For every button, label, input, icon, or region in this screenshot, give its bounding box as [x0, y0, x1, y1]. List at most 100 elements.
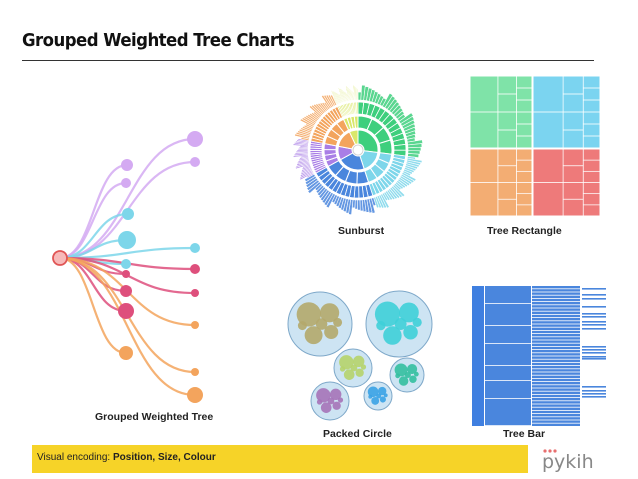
- tree-bar-level-3: [532, 404, 580, 407]
- packed-circle-node: [383, 326, 402, 345]
- packed-circle-node: [333, 317, 343, 327]
- tree-rectangle-caption: Tree Rectangle: [487, 225, 562, 237]
- tree-leaf-node: [118, 303, 134, 319]
- tree-bar-level-3: [532, 327, 580, 330]
- sunburst-inner-segment: [357, 129, 379, 154]
- packed-circle-node: [368, 394, 373, 399]
- tree-bar-level-3: [532, 356, 580, 359]
- tree-bar-level-3: [532, 292, 580, 295]
- tree-bar-level-3: [532, 385, 580, 388]
- tree-bar-level-3: [532, 321, 580, 324]
- tree-bar-level-3: [532, 286, 580, 289]
- packed-circle-node: [350, 364, 358, 372]
- tree-bar-level-3: [532, 366, 580, 369]
- packed-circle-node: [360, 364, 367, 370]
- packed-circle-node: [407, 363, 418, 375]
- tree-bar-level-4: [582, 349, 606, 351]
- tree-bar-level-4: [582, 386, 606, 388]
- visual-encoding-values: Position, Size, Colour: [112, 452, 216, 463]
- visual-encoding-banner: Visual encoding: Position, Size, Colour: [32, 445, 528, 473]
- tree-rectangle-diagram: [469, 75, 601, 217]
- tree-leaf-node: [191, 289, 199, 297]
- packed-circle-node: [395, 373, 401, 379]
- tree-bar-level-4: [582, 356, 606, 358]
- packed-circle-caption: Packed Circle: [323, 428, 392, 440]
- tree-leaf-node: [121, 178, 131, 188]
- tree-bar-level-3: [532, 375, 580, 378]
- packed-circle-node: [337, 397, 344, 403]
- packed-circle-node: [316, 399, 323, 405]
- packed-circle-node: [315, 318, 328, 330]
- tree-bar-level-2: [485, 381, 531, 399]
- tree-bar-level-3: [532, 417, 580, 420]
- tree-bar-level-3: [532, 362, 580, 366]
- sunburst-center: [352, 144, 364, 156]
- tree-bar-diagram: [472, 286, 606, 426]
- tree-bar-level-3: [532, 410, 580, 414]
- tree-bar-level-3: [532, 318, 580, 321]
- tree-bar-level-3: [532, 289, 580, 292]
- tree-bar-level-1: [472, 286, 484, 426]
- tree-bar-level-3: [532, 372, 580, 375]
- tree-bar-level-3: [532, 324, 580, 327]
- tree-bar-level-3: [532, 334, 580, 337]
- packed-circle-node: [374, 301, 400, 327]
- sunburst-diagram: [292, 84, 424, 216]
- visual-encoding-label: Visual encoding:: [37, 452, 113, 463]
- sunburst-outer-segment: [356, 101, 359, 115]
- tree-leaf-node: [187, 387, 203, 403]
- tree-leaf-node: [190, 243, 200, 253]
- grouped-weighted-tree-caption: Grouped Weighted Tree: [95, 411, 214, 423]
- sunburst-outer-segment: [393, 143, 407, 151]
- tree-leaf-node: [191, 321, 199, 329]
- visual-encoding-text: Visual encoding: Position, Size, Colour: [37, 452, 216, 463]
- packed-circle-node: [403, 324, 418, 340]
- packed-circle-node: [394, 318, 407, 330]
- tree-bar-level-4: [582, 390, 606, 392]
- packed-circle-node: [339, 366, 346, 372]
- packed-circle-node: [324, 324, 339, 340]
- packed-circle-node: [412, 317, 422, 327]
- packed-circle-node: [339, 355, 354, 370]
- tree-bar-level-3: [532, 346, 580, 350]
- sunburst-caption: Sunburst: [338, 225, 385, 237]
- tree-link: [59, 256, 127, 355]
- tree-leaf-node: [190, 264, 200, 274]
- grouped-weighted-tree-diagram: [52, 131, 203, 403]
- title-divider: [22, 60, 594, 61]
- tree-bar-level-3: [532, 382, 580, 385]
- sunburst-leaf-segment: [357, 199, 361, 211]
- packed-circle-node: [383, 393, 388, 398]
- tree-bar-level-4: [582, 298, 606, 300]
- tree-bar-level-2: [485, 304, 531, 326]
- tree-bar-level-3: [532, 340, 580, 343]
- tree-bar-level-3: [532, 407, 580, 410]
- packed-circle-node: [353, 355, 365, 368]
- tree-rectangle-cell: [582, 135, 601, 149]
- tree-root-node: [52, 250, 68, 266]
- sunburst-inner-segment: [348, 129, 359, 146]
- tree-rectangle-cell: [582, 204, 601, 217]
- tree-rectangle-cell: [516, 135, 533, 149]
- packed-circle-node: [376, 393, 382, 399]
- packed-circle-node: [413, 371, 419, 377]
- tree-bar-level-4: [582, 321, 606, 323]
- tree-bar-level-3: [532, 401, 580, 404]
- packed-circle-node: [378, 386, 387, 396]
- tree-link: [59, 256, 196, 397]
- packed-circle-diagram: [287, 290, 433, 421]
- tree-link: [59, 163, 128, 260]
- tree-bar-level-3: [532, 350, 580, 353]
- packed-circle-node: [304, 326, 323, 345]
- packed-circle-node: [320, 303, 340, 323]
- packed-circle-node: [296, 302, 321, 327]
- tree-bar-level-4: [582, 346, 606, 348]
- packed-circle-node: [332, 401, 341, 410]
- tree-bar-level-3: [532, 305, 580, 308]
- sunburst-leaf-segment: [356, 88, 359, 101]
- packed-circle-node: [404, 371, 411, 379]
- tree-bar-level-3: [532, 391, 580, 394]
- packed-circle-node: [316, 388, 331, 403]
- pykih-logo-mark: pykih: [542, 449, 594, 473]
- tree-bar-caption: Tree Bar: [503, 428, 546, 440]
